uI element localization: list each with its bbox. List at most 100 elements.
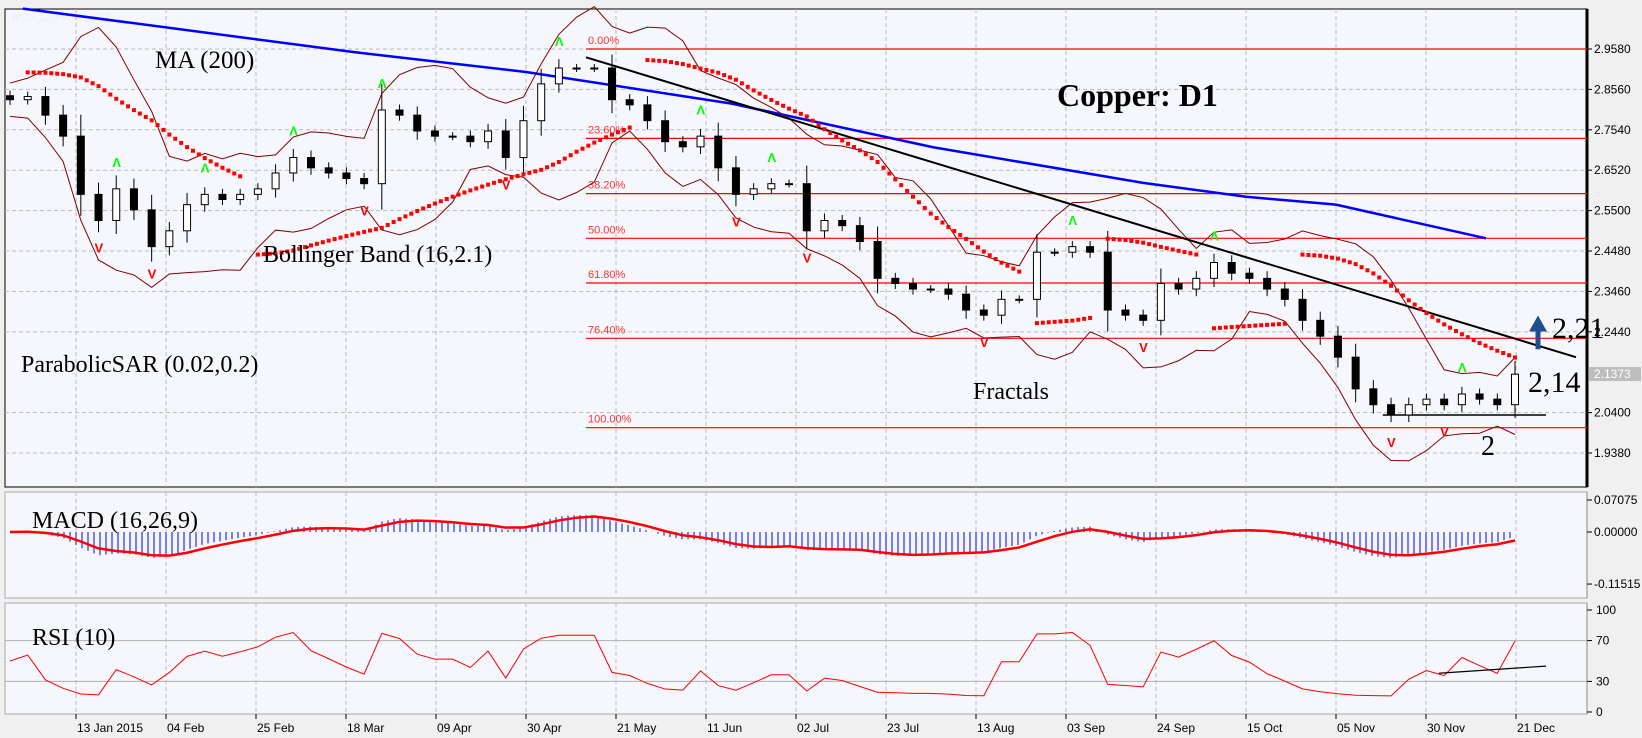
parabolic-sar-dot — [462, 190, 467, 195]
x-tick-label: 25 Feb — [257, 721, 295, 735]
parabolic-sar-dot — [1507, 353, 1512, 358]
parabolic-sar-dot — [674, 61, 679, 66]
candle-bearish — [413, 114, 422, 132]
y-tick-label: 2.6520 — [1594, 163, 1631, 177]
candle-bullish — [253, 188, 262, 195]
parabolic-sar-dot — [810, 118, 815, 123]
parabolic-sar-dot — [291, 248, 296, 253]
candle-bearish — [1103, 251, 1112, 311]
parabolic-sar-dot — [450, 194, 455, 199]
candle-bearish — [1174, 282, 1183, 290]
parabolic-sar-dot — [828, 130, 833, 135]
parabolic-sar-dot — [704, 67, 709, 72]
candle-bearish — [1493, 398, 1502, 406]
parabolic-sar-dot — [970, 241, 975, 246]
fractal-down-icon: V — [148, 267, 157, 282]
x-tick-label: 13 Jan 2015 — [77, 721, 143, 735]
parabolic-sar-dot — [1330, 255, 1335, 260]
parabolic-sar-dot — [857, 148, 862, 153]
candle-bearish — [979, 309, 988, 316]
candle-bullish — [289, 157, 298, 174]
candle-bullish — [554, 67, 563, 85]
parabolic-sar-dot — [981, 249, 986, 254]
candle-bearish — [1298, 298, 1307, 321]
parabolic-sar-dot — [787, 106, 792, 111]
fractal-down-icon: V — [502, 177, 511, 192]
fractal-up-icon: Λ — [201, 160, 210, 175]
parabolic-sar-dot — [1359, 265, 1364, 270]
candle-bearish — [643, 104, 652, 122]
parabolic-sar-dot — [350, 232, 355, 237]
parabolic-sar-dot — [881, 165, 886, 170]
candle-bearish — [1351, 356, 1360, 390]
parabolic-sar-dot — [49, 71, 54, 76]
fractal-up-icon: Λ — [1458, 360, 1467, 375]
parabolic-sar-dot — [509, 175, 514, 180]
candle-bullish — [200, 193, 209, 206]
parabolic-sar-dot — [751, 88, 756, 93]
fractal-down-icon: V — [980, 335, 989, 350]
x-tick-label: 13 Aug — [977, 721, 1014, 735]
parabolic-sar-dot — [1442, 322, 1447, 327]
parabolic-sar-dot — [728, 75, 733, 80]
parabolic-sar-dot — [267, 251, 272, 256]
fractal-up-icon: Λ — [112, 155, 121, 170]
parabolic-sar-dot — [279, 250, 284, 255]
fibonacci-level-label: 38.20% — [588, 180, 626, 192]
x-tick-label: 30 Nov — [1427, 721, 1465, 735]
parabolic-sar-dot — [1347, 260, 1352, 265]
rsi-y-tick-label: 0 — [1596, 705, 1603, 719]
parabolic-sar-dot — [1430, 314, 1435, 319]
y-tick-label: 2.0400 — [1594, 406, 1631, 420]
parabolic-sar-dot — [1365, 268, 1370, 273]
parabolic-sar-dot — [1011, 266, 1016, 271]
macd-y-tick-label: -0.11515 — [1594, 577, 1641, 591]
parabolic-sar-dot — [1005, 263, 1010, 268]
parabolic-sar-dot — [344, 234, 349, 239]
rsi-y-tick-label: 30 — [1596, 674, 1610, 688]
parabolic-sar-dot — [645, 58, 650, 63]
candle-bearish — [395, 109, 404, 116]
parabolic-sar-dot — [391, 220, 396, 225]
parabolic-sar-dot — [1223, 325, 1228, 330]
candle-bearish — [909, 282, 917, 290]
target-level-label: 2,21 — [1552, 312, 1605, 345]
parabolic-sar-dot — [96, 84, 101, 89]
candle-bullish — [1192, 277, 1201, 290]
macd-y-tick-label: 0.00000 — [1594, 525, 1638, 539]
candle-bearish — [1475, 393, 1484, 400]
parabolic-sar-dot — [503, 177, 508, 182]
parabolic-sar-dot — [102, 88, 107, 93]
parabolic-sar-dot — [598, 137, 603, 142]
ma200-line — [22, 7, 1487, 240]
symbol-watermark: #C-COPPER, D1 — [12, 10, 112, 25]
y-tick-label: 2.3460 — [1594, 284, 1631, 298]
candle-bearish — [1121, 309, 1130, 316]
candle-bullish — [165, 230, 174, 248]
candle-bullish — [1457, 393, 1466, 406]
candle-bearish — [714, 135, 723, 169]
candle-bearish — [59, 114, 68, 137]
parabolic-sar-dot — [1501, 350, 1506, 355]
parabolic-sar-dot — [379, 225, 384, 230]
parabolic-sar-dot — [1188, 251, 1193, 256]
candle-bullish — [1015, 298, 1024, 301]
candle-bearish — [1280, 288, 1289, 300]
arrow-up-icon — [1529, 315, 1547, 332]
parabolic-sar-dot — [1247, 323, 1252, 328]
parabolic-sar-dot — [438, 199, 443, 204]
candle-bearish — [360, 178, 369, 185]
parabolic-sar-dot — [1212, 326, 1216, 331]
fibonacci-level-label: 0.00% — [588, 35, 619, 47]
parabolic-sar-dot — [486, 182, 491, 187]
candle-bearish — [6, 95, 14, 101]
parabolic-sar-dot — [309, 243, 313, 248]
parabolic-sar-dot — [869, 156, 874, 161]
candle-bullish — [377, 109, 386, 185]
parabolic-sar-dot — [31, 70, 36, 75]
parabolic-sar-dot — [940, 220, 945, 225]
parabolic-sar-dot — [1117, 237, 1122, 242]
parabolic-sar-dot — [757, 91, 762, 96]
parabolic-sar-dot — [610, 132, 614, 137]
